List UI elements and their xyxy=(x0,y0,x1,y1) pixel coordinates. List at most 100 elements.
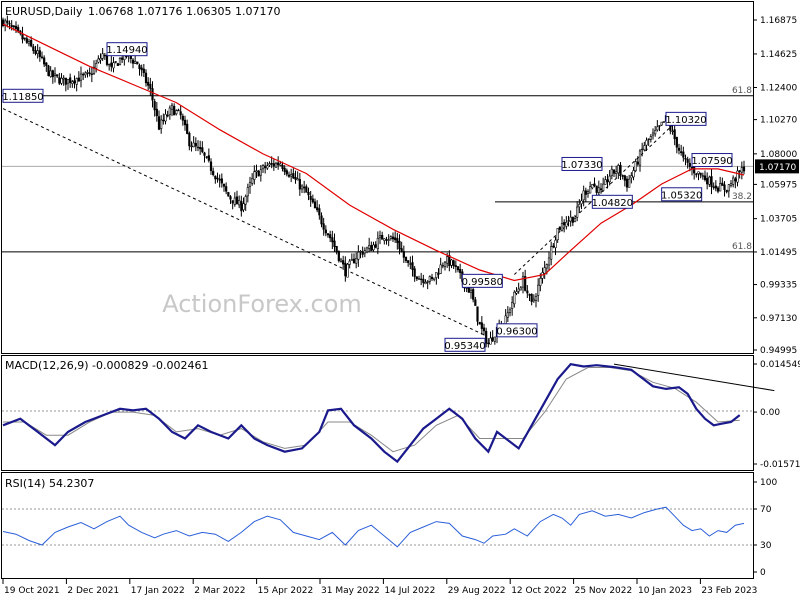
annotation-box xyxy=(591,194,633,209)
candle-body xyxy=(708,176,711,185)
time-tick-label: 14 Jul 2022 xyxy=(384,586,435,596)
candle-body xyxy=(651,132,655,136)
candle-body xyxy=(487,342,490,345)
candle-body xyxy=(114,61,117,63)
candle-body xyxy=(121,57,124,60)
candle-body xyxy=(242,203,245,211)
candle-body xyxy=(264,165,267,169)
candle-body xyxy=(205,156,208,158)
watermark: ActionForex.com xyxy=(162,290,362,318)
candle-body xyxy=(595,185,598,193)
candle-body xyxy=(333,240,336,247)
candle-body xyxy=(511,302,514,309)
annotation-box xyxy=(665,111,707,126)
candle-body xyxy=(45,62,48,67)
candle-body xyxy=(508,309,512,313)
annotation-box xyxy=(496,323,538,338)
candle-body xyxy=(435,272,438,278)
candle-body xyxy=(491,337,494,341)
candle-body xyxy=(630,175,633,179)
candle-body xyxy=(25,38,28,43)
candle-body xyxy=(218,178,221,181)
candle-body xyxy=(244,196,247,205)
price-tick-label: 0.99335 xyxy=(760,281,797,291)
annotation-label: 1.05320 xyxy=(661,190,702,201)
candle-body xyxy=(303,186,306,189)
candle-body xyxy=(547,257,551,266)
candle-body xyxy=(77,77,80,82)
candle-body xyxy=(8,23,11,25)
candle-body xyxy=(682,151,685,158)
candle-body xyxy=(147,81,150,86)
candle-body xyxy=(599,188,603,191)
candle-body xyxy=(300,185,304,190)
rsi-line xyxy=(2,506,745,548)
candle-body xyxy=(513,291,516,305)
candle-body xyxy=(47,65,50,77)
candle-body xyxy=(277,162,280,166)
candle-body xyxy=(79,73,83,81)
candle-body xyxy=(623,175,626,181)
annotation: 1.10320 xyxy=(665,111,707,126)
candle-body xyxy=(391,236,395,240)
price-tick-label: 1.16875 xyxy=(760,16,797,26)
candle-body xyxy=(407,260,410,263)
candle-body xyxy=(645,140,648,146)
candle-body xyxy=(84,72,87,76)
price-axis: 1.16875 1.14625 1.12400 1.10270 1.08000 1.059… xyxy=(753,16,797,356)
candle-body xyxy=(71,81,74,84)
candle-body xyxy=(615,171,618,174)
time-tick-label: 29 Aug 2022 xyxy=(448,586,506,596)
candle-body xyxy=(573,218,577,223)
candle-body xyxy=(251,178,254,184)
candle-body xyxy=(736,170,739,183)
candle-body xyxy=(220,178,223,184)
time-tick-label: 10 Jan 2023 xyxy=(638,586,692,596)
candle-body xyxy=(153,101,156,111)
candle-body xyxy=(376,238,379,250)
candle-body xyxy=(478,321,481,325)
candle-body xyxy=(710,176,713,187)
candle-body xyxy=(368,245,371,249)
candle-body xyxy=(112,62,115,69)
candle-body xyxy=(30,39,33,47)
candle-body xyxy=(641,148,644,151)
candle-body xyxy=(144,72,148,84)
time-tick-label: 19 Oct 2021 xyxy=(4,586,60,596)
candle-body xyxy=(489,337,492,345)
candle-body xyxy=(385,239,388,241)
candle-body xyxy=(545,264,548,269)
macd-line xyxy=(2,363,741,464)
candle-body xyxy=(558,226,561,230)
candle-body xyxy=(352,258,356,264)
candle-body xyxy=(742,166,746,172)
candle-body xyxy=(517,288,520,292)
candle-body xyxy=(17,27,20,31)
candle-body xyxy=(413,268,416,277)
candle-body xyxy=(387,239,390,241)
candle-body xyxy=(140,67,143,71)
candle-body xyxy=(396,238,399,243)
candle-body xyxy=(519,287,522,291)
current-price-marker: 1.07170 xyxy=(755,159,799,174)
candle-body xyxy=(99,58,102,61)
annotation: 1.07330 xyxy=(561,156,603,171)
candle-body xyxy=(411,262,414,270)
candle-body xyxy=(628,178,631,188)
candle-body xyxy=(404,256,408,262)
candle-body xyxy=(196,146,200,149)
candle-body xyxy=(64,77,67,85)
candle-body xyxy=(56,74,59,77)
candle-body xyxy=(283,167,286,172)
candle-body xyxy=(181,115,184,121)
candle-body xyxy=(134,61,137,64)
candle-body xyxy=(567,220,570,222)
candle-body xyxy=(521,276,525,288)
level-label: 61.8 xyxy=(732,86,752,96)
candle-body xyxy=(324,229,327,234)
candle-body xyxy=(60,77,63,84)
candle-body xyxy=(417,278,421,280)
candle-body xyxy=(108,63,111,66)
candle-body xyxy=(374,244,377,248)
candle-body xyxy=(372,244,375,251)
